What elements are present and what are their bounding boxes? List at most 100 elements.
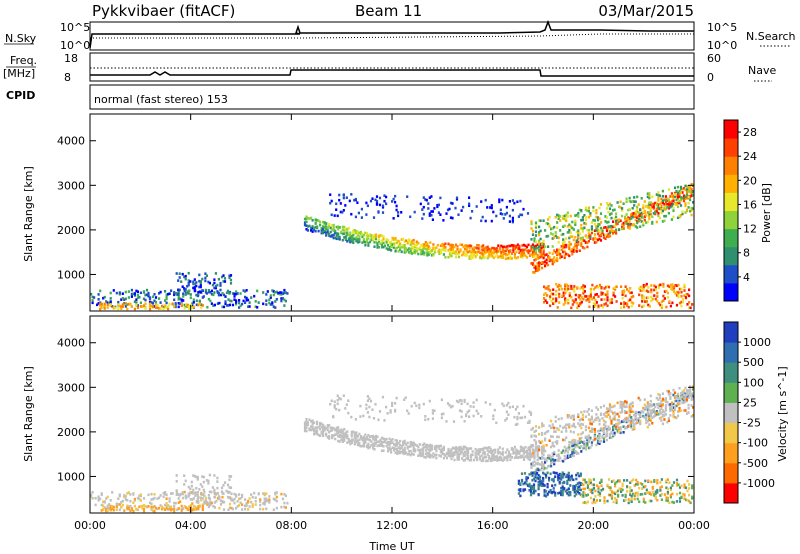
echo-cell	[337, 227, 340, 231]
echo-cell	[594, 489, 597, 493]
echo-cell	[153, 293, 156, 296]
echo-cell	[531, 453, 535, 456]
echo-cell	[442, 248, 445, 252]
colorbar-swatch	[724, 322, 738, 343]
echo-cell	[342, 196, 345, 200]
echo-cell	[563, 254, 566, 257]
echo-cell	[666, 496, 669, 500]
echo-cell	[630, 424, 633, 428]
echo-cell	[438, 454, 441, 457]
echo-cell	[482, 256, 485, 260]
echo-cell	[579, 302, 582, 305]
echo-cell	[591, 283, 594, 287]
echo-cell	[590, 231, 593, 235]
echo-cell	[501, 254, 504, 257]
echo-cell	[591, 488, 594, 492]
echo-cell	[565, 213, 568, 217]
echo-cell	[207, 289, 210, 292]
echo-cell	[313, 228, 316, 232]
echo-cell	[534, 445, 538, 449]
echo-cell	[136, 306, 139, 309]
echo-cell	[399, 246, 402, 250]
echo-cell	[203, 494, 206, 497]
echo-cell	[569, 225, 572, 228]
echo-cell	[665, 305, 668, 309]
echo-cell	[541, 255, 544, 258]
echo-cell	[228, 274, 231, 278]
echo-cell	[530, 464, 533, 468]
echo-cell	[103, 500, 106, 503]
echo-cell	[687, 411, 690, 414]
echo-cell	[583, 501, 586, 504]
echo-cell	[668, 481, 671, 484]
echo-cell	[187, 279, 190, 282]
echo-cell	[639, 208, 642, 211]
echo-cell	[320, 228, 323, 232]
echo-cell	[653, 480, 656, 483]
echo-cell	[350, 440, 353, 443]
echo-cell	[209, 299, 212, 303]
echo-cell	[660, 485, 663, 488]
echo-cell	[409, 442, 412, 446]
echo-cell	[590, 443, 593, 447]
echo-cell	[692, 414, 695, 417]
echo-cell	[567, 474, 570, 478]
nsearch-tick-top: 10^5	[707, 21, 737, 34]
echo-cell	[667, 419, 670, 422]
echo-cell	[564, 475, 567, 479]
echo-cell	[553, 225, 556, 229]
echo-cell	[607, 413, 610, 416]
echo-cell	[254, 305, 257, 308]
echo-cell	[527, 243, 530, 247]
echo-cell	[553, 249, 556, 252]
echo-cell	[661, 410, 664, 414]
echo-cell	[311, 419, 314, 422]
echo-cell	[688, 499, 691, 503]
echo-cell	[609, 493, 612, 497]
echo-cell	[568, 230, 571, 234]
echo-cell	[592, 428, 595, 431]
echo-cell	[189, 280, 192, 283]
echo-cell	[432, 455, 435, 459]
echo-cell	[640, 197, 643, 200]
echo-cell	[364, 231, 367, 235]
echo-cell	[546, 492, 549, 496]
echo-cell	[161, 507, 164, 511]
echo-cell	[242, 289, 245, 292]
echo-cell	[452, 420, 456, 423]
echo-cell	[513, 415, 516, 419]
echo-cell	[213, 488, 216, 492]
echo-cell	[559, 456, 562, 460]
echo-cell	[347, 399, 350, 402]
echo-cell	[521, 256, 524, 259]
echo-cell	[661, 422, 664, 426]
echo-cell	[127, 302, 130, 306]
echo-cell	[561, 481, 564, 485]
echo-cell	[320, 425, 323, 429]
echo-cell	[397, 446, 400, 449]
date-title: 03/Mar/2015	[598, 2, 694, 20]
echo-cell	[462, 448, 465, 451]
echo-cell	[136, 304, 139, 307]
echo-cell	[184, 274, 187, 278]
echo-cell	[201, 503, 204, 506]
echo-cell	[501, 450, 504, 454]
echo-cell	[400, 238, 403, 241]
echo-cell	[245, 296, 248, 300]
echo-cell	[575, 489, 578, 493]
echo-cell	[571, 287, 574, 291]
echo-cell	[159, 494, 162, 497]
echo-cell	[383, 199, 386, 203]
echo-cell	[569, 416, 572, 420]
echo-cell	[358, 240, 361, 244]
echo-cell	[440, 398, 443, 402]
echo-cell	[225, 489, 228, 493]
echo-cell	[380, 443, 384, 446]
echo-cell	[178, 288, 181, 292]
echo-cell	[182, 295, 185, 298]
echo-cell	[686, 293, 689, 296]
echo-cell	[558, 288, 561, 291]
echo-cell	[356, 232, 359, 235]
echo-cell	[303, 424, 307, 428]
echo-cell	[371, 197, 374, 200]
